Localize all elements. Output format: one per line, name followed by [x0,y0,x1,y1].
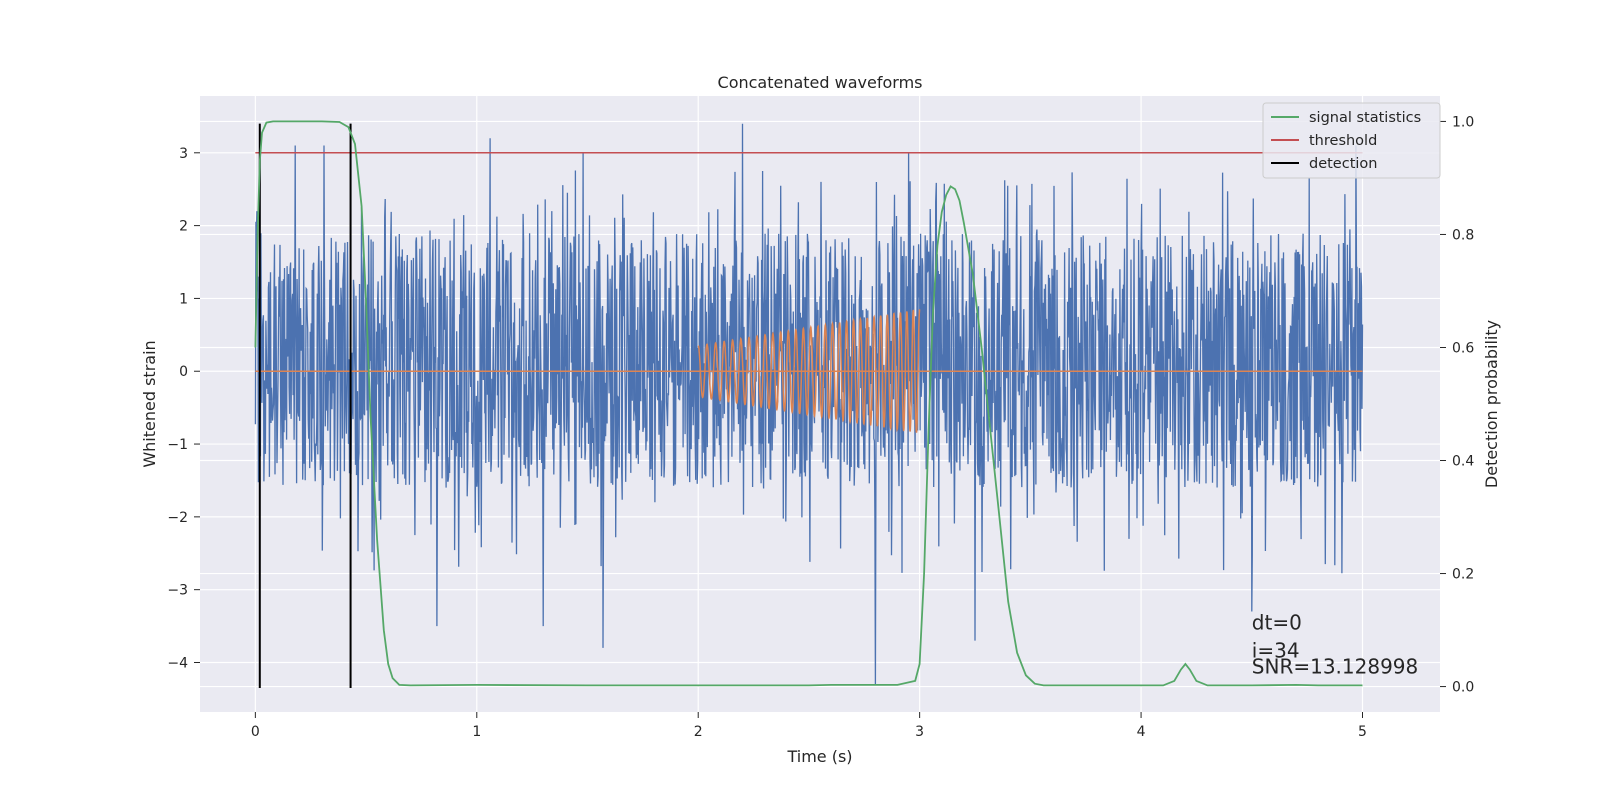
y-tick-label: 1 [179,291,188,307]
noise-series [254,123,1364,685]
chart-title: Concatenated waveforms [718,73,923,92]
y-tick-label: −1 [167,437,188,453]
x-tick-label: 4 [1137,724,1146,740]
legend-label: signal statistics [1309,110,1421,126]
legend-label: threshold [1309,133,1377,149]
legend: signal statistics threshold detection [1262,102,1441,179]
y-axis-label: Whitened strain [140,340,159,467]
y-right-tick-label: 0.6 [1452,340,1474,356]
y-right-tick-label: 0.2 [1452,567,1474,583]
x-axis-label: Time (s) [786,747,852,766]
y-right-tick-label: 0.0 [1452,680,1474,696]
plot-area [254,120,1364,688]
axes: 0 1 2 3 4 5 −4 −3 −2 −1 0 1 2 3 0.0 0.2 0.4 0.6 0.8 1.0 [167,114,1474,740]
x-tick-label: 3 [915,724,924,740]
legend-label: detection [1309,156,1377,172]
y-tick-label: −2 [167,510,188,526]
x-tick-label: 1 [472,724,481,740]
x-tick-label: 2 [694,724,703,740]
signal-statistics-line [254,120,1363,687]
y-right-tick-label: 0.4 [1452,454,1474,470]
y-right-tick-label: 1.0 [1452,114,1474,130]
annotation-text: i=34 [1252,638,1300,662]
y-axis-label-right: Detection probability [1482,320,1501,488]
y-right-tick-label: 0.8 [1452,227,1474,243]
waveform-series [697,309,921,433]
annotation-text: dt=0 [1252,611,1302,635]
x-tick-label: 5 [1358,724,1367,740]
y-tick-label: 3 [179,146,188,162]
legend-box [1262,102,1441,179]
y-tick-label: 0 [179,364,188,380]
y-tick-label: 2 [179,219,188,235]
y-tick-label: −4 [167,655,188,671]
annotation-text: SNR=13.128998 [1252,654,1418,678]
y-tick-label: −3 [167,583,188,599]
x-tick-label: 0 [251,724,260,740]
